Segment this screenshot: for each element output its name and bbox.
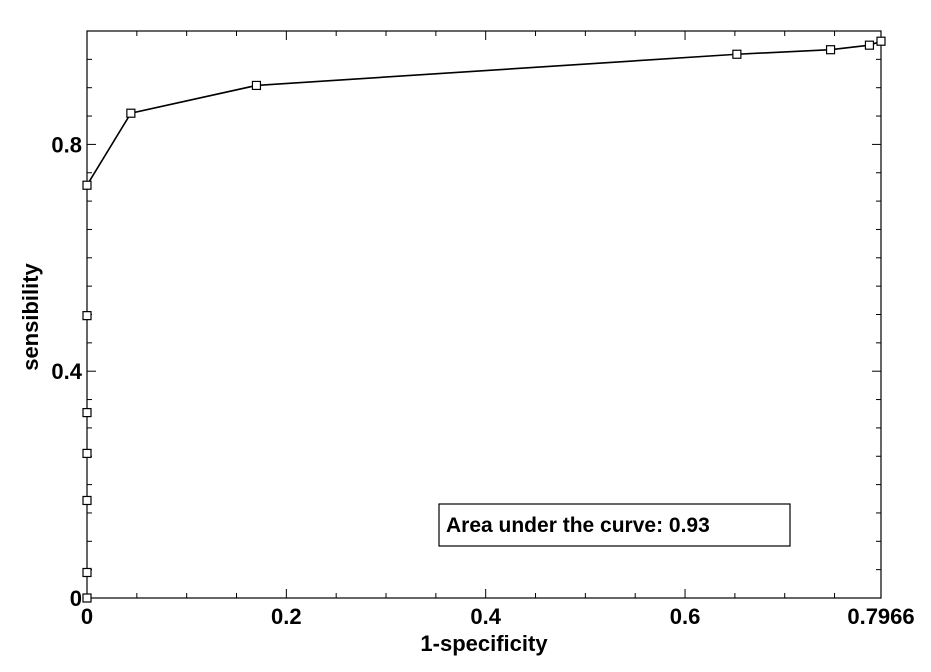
data-point-marker — [876, 36, 886, 46]
x-tick-label: 0.7966 — [847, 604, 914, 629]
auc-annotation-box — [438, 503, 791, 547]
data-point-marker — [864, 40, 875, 50]
data-point-marker — [825, 45, 836, 55]
data-point-marker — [82, 593, 92, 603]
data-point-marker — [82, 495, 92, 506]
data-point-marker — [732, 49, 742, 59]
auc-annotation-text: Area under the curve: 0.93 — [446, 514, 710, 537]
x-tick-label: 0 — [81, 604, 93, 629]
data-point-marker — [82, 180, 92, 190]
data-point-marker — [82, 407, 92, 418]
data-point-marker — [126, 108, 136, 118]
y-tick-label: 0 — [70, 586, 82, 611]
data-point-marker — [82, 311, 92, 321]
y-tick-label: 0.8 — [51, 132, 82, 157]
data-point-marker — [82, 567, 92, 578]
data-point-marker — [82, 448, 92, 459]
auc-annotation: Area under the curve: 0.93 — [438, 503, 791, 547]
x-tick-label: 0.2 — [271, 604, 302, 629]
tick-labels: 0 0.2 0.4 0.6 0.7966 0 0.4 0.8 — [51, 132, 914, 629]
x-axis-label: 1-specificity — [420, 631, 548, 656]
data-point-marker — [251, 80, 262, 91]
roc-curve-line — [86, 40, 882, 186]
x-tick-label: 0.6 — [670, 604, 701, 629]
y-tick-label: 0.4 — [51, 359, 82, 384]
data-markers — [82, 36, 886, 603]
x-tick-label: 0.4 — [470, 604, 501, 629]
y-axis-label: sensibility — [18, 262, 43, 370]
